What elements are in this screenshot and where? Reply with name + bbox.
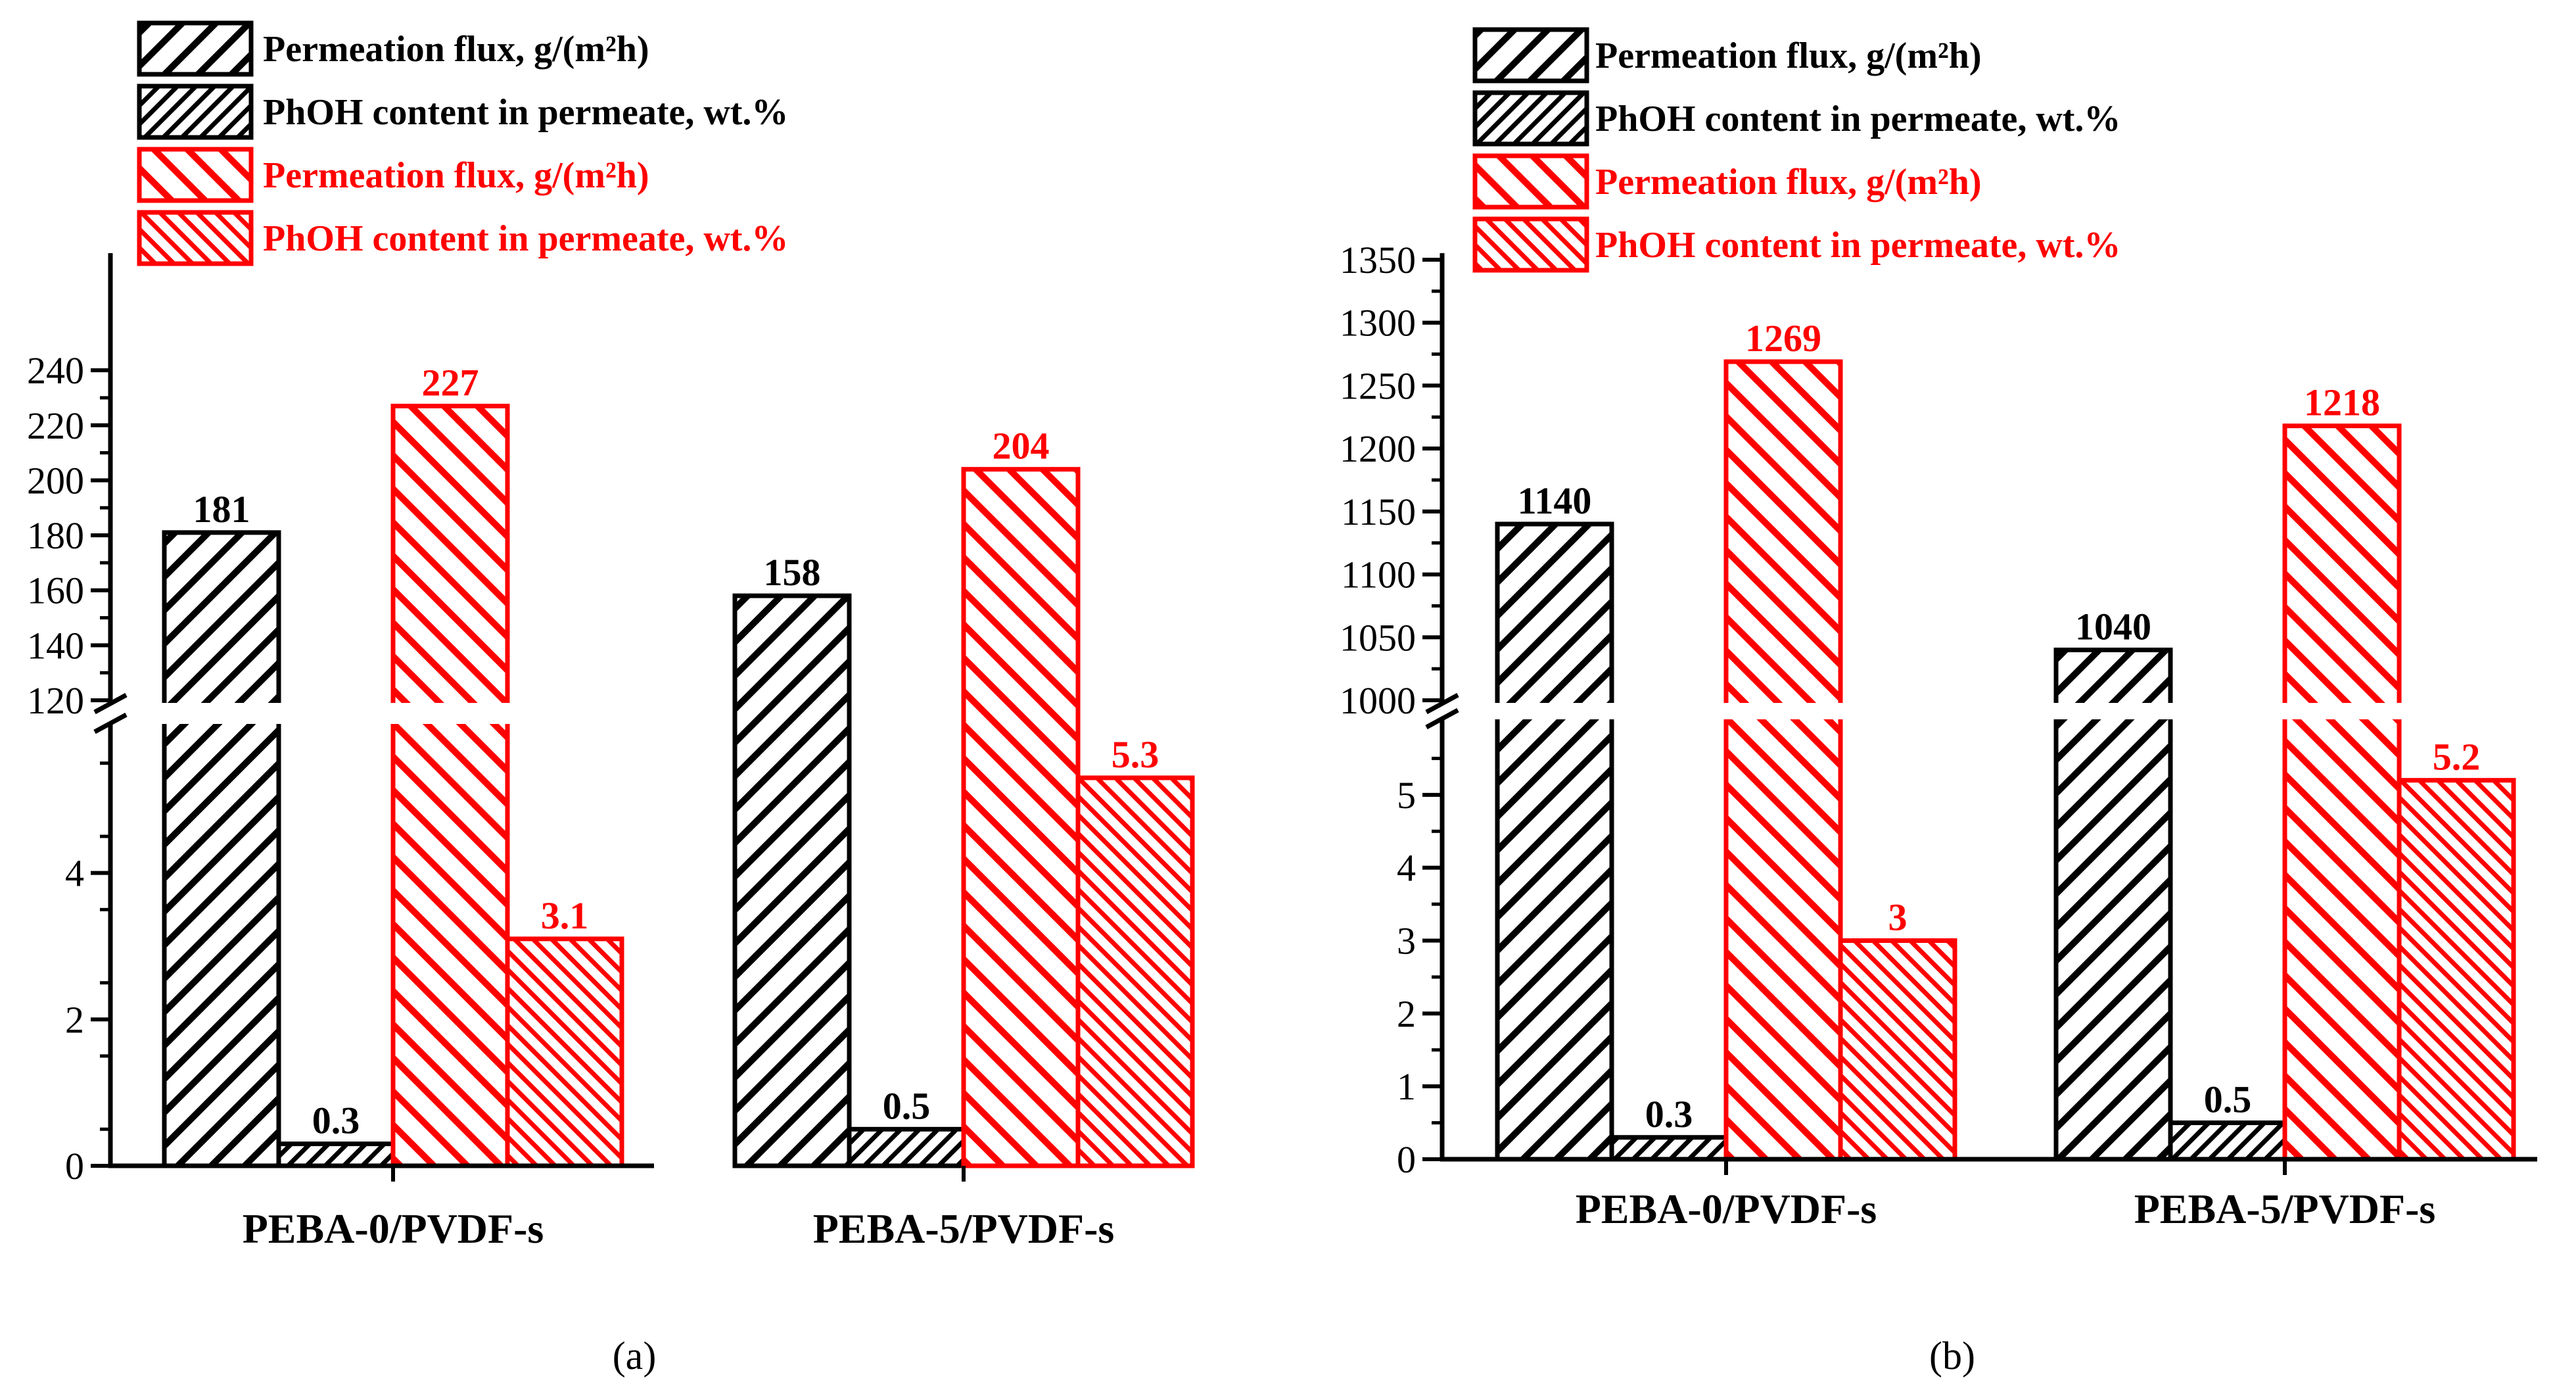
y-tick-label: 200: [27, 459, 84, 502]
y-tick-label: 1300: [1340, 302, 1416, 345]
legend-label: PhOH content in permeate, wt.%: [1595, 225, 2120, 266]
y-tick-label: 1200: [1340, 427, 1416, 470]
data-label: 0.5: [883, 1084, 931, 1127]
y-tick-label: 3: [1397, 920, 1416, 963]
x-category-label: PEBA-5/PVDF-s: [2134, 1186, 2436, 1232]
axis-break-mark: [93, 712, 128, 734]
legend-label: Permeation flux, g/(m²h): [1595, 36, 1982, 76]
bar: [2397, 778, 2516, 1162]
bar: [2168, 1120, 2287, 1162]
legend-swatch: [137, 210, 254, 266]
data-label: 5.2: [2433, 736, 2481, 779]
x-category-label: PEBA-0/PVDF-s: [1576, 1186, 1877, 1232]
chart-panel-b: Permeation flux, g/(m²h) PhOH content in …: [1340, 27, 2537, 1232]
legend-label: Permeation flux, g/(m²h): [263, 29, 649, 70]
axis-break-gap: [1438, 703, 2537, 719]
axis-break-mark: [1425, 708, 1459, 730]
bar: [1075, 775, 1195, 1168]
data-label: 0.3: [1645, 1093, 1693, 1136]
y-tick-label: 1: [1397, 1065, 1416, 1108]
chart-panel-a: Permeation flux, g/(m²h) PhOH content in …: [27, 20, 1195, 1252]
bar: [1838, 938, 1957, 1162]
y-tick-label: 2: [65, 998, 84, 1041]
y-tick-label: 1250: [1340, 364, 1416, 407]
panel-label-a: (a): [613, 1334, 657, 1378]
data-label: 3.1: [541, 894, 589, 937]
y-tick-label: 180: [27, 514, 84, 557]
bar: [961, 467, 1081, 1168]
x-category-label: PEBA-5/PVDF-s: [813, 1205, 1115, 1252]
legend-swatch: [1472, 216, 1589, 273]
bar: [390, 404, 510, 1168]
data-label: 181: [193, 488, 250, 531]
legend-swatch: [1472, 153, 1589, 210]
data-label: 227: [422, 362, 479, 404]
legend-swatch: [137, 84, 254, 140]
legend-swatch: [1472, 27, 1589, 84]
axis-break-mark: [1425, 692, 1459, 715]
legend-label: Permeation flux, g/(m²h): [263, 155, 649, 196]
bar: [2053, 647, 2173, 1162]
y-tick-label: 1000: [1340, 679, 1416, 722]
y-tick-label: 140: [27, 624, 84, 667]
data-label: 1269: [1745, 317, 1821, 360]
y-tick-label: 160: [27, 569, 84, 612]
panel-label-b: (b): [1929, 1334, 1975, 1378]
y-tick-label: 1150: [1341, 491, 1416, 533]
y-tick-label: 4: [1397, 847, 1416, 890]
bar: [1723, 359, 1843, 1162]
data-label: 204: [993, 425, 1050, 468]
bar: [732, 593, 852, 1168]
legend-label: PhOH content in permeate, wt.%: [263, 218, 788, 259]
bar: [1609, 1135, 1729, 1162]
data-label: 1040: [2075, 605, 2151, 648]
bar: [1495, 521, 1614, 1162]
legend-swatch: [1472, 90, 1589, 147]
bar: [847, 1126, 966, 1168]
y-tick-label: 1100: [1341, 554, 1416, 596]
data-label: 1218: [2304, 381, 2380, 424]
y-tick-label: 5: [1397, 774, 1416, 817]
data-label: 0.5: [2204, 1078, 2252, 1121]
data-label: 1140: [1518, 479, 1592, 522]
y-tick-label: 1050: [1340, 616, 1416, 659]
bar: [505, 936, 624, 1168]
y-tick-label: 2: [1397, 992, 1416, 1035]
data-label: 158: [764, 551, 821, 594]
axis-break-mark: [93, 692, 128, 715]
data-label: 3: [1888, 896, 1908, 939]
bar: [162, 530, 281, 1168]
bar: [2282, 423, 2402, 1162]
y-tick-label: 1350: [1340, 239, 1416, 281]
axis-break-gap: [106, 703, 654, 724]
y-tick-label: 240: [27, 349, 84, 392]
data-label: 5.3: [1112, 733, 1159, 776]
y-tick-label: 220: [27, 404, 84, 447]
legend-swatch: [137, 20, 254, 77]
y-tick-label: 120: [27, 679, 84, 722]
bar: [276, 1141, 396, 1168]
data-label: 0.3: [312, 1099, 360, 1142]
y-tick-label: 0: [1397, 1138, 1416, 1181]
x-category-label: PEBA-0/PVDF-s: [243, 1205, 544, 1252]
y-tick-label: 4: [65, 852, 84, 895]
y-tick-label: 0: [65, 1145, 84, 1188]
legend-swatch: [137, 147, 254, 203]
legend-label: PhOH content in permeate, wt.%: [263, 92, 788, 133]
legend-label: Permeation flux, g/(m²h): [1595, 162, 1982, 203]
legend-label: PhOH content in permeate, wt.%: [1595, 99, 2120, 139]
